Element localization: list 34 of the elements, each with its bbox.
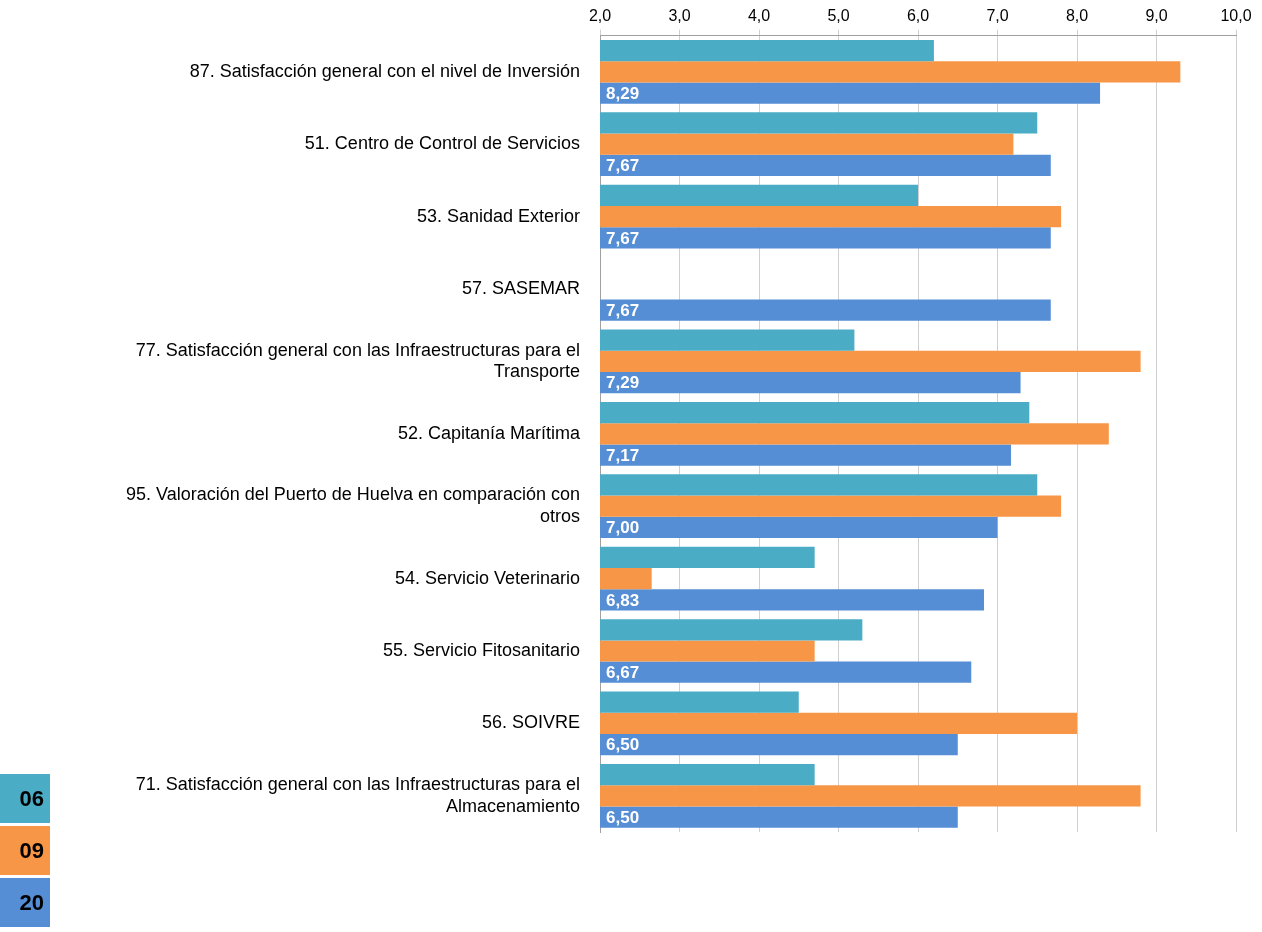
data-label: 8,29 (606, 83, 640, 103)
data-label: 6,67 (606, 662, 640, 682)
x-tick-label: 4,0 (747, 7, 771, 25)
data-label: 7,67 (606, 156, 640, 176)
y-tick-label: 71. Satisfacción general con las Infraestructuras para el Almacenamiento (135, 773, 580, 816)
data-label: 6,50 (606, 735, 640, 755)
x-tick-label: 2,0 (588, 7, 612, 25)
x-tick-label: 9,0 (1145, 7, 1168, 25)
data-label: 7,67 (606, 300, 640, 320)
x-tick-label: 6,0 (906, 7, 930, 25)
text: 09 (0, 826, 50, 875)
y-tick-label: 53. Sanidad Exterior (416, 205, 580, 226)
x-tick-label: 10,0 (1220, 7, 1252, 25)
x-tick-label: 7,0 (986, 7, 1009, 25)
x-tick-label: 8,0 (1065, 7, 1089, 25)
x-tick-label: 5,0 (827, 7, 850, 25)
data-label: 7,17 (606, 445, 640, 465)
y-tick-label: 56. SOIVRE (481, 712, 580, 733)
data-label: 6,83 (606, 590, 640, 610)
y-tick-label: 95. Valoración del Puerto de Huelva en comparación con otros (126, 484, 580, 526)
y-tick-label: 77. Satisfacción general con las Infraestructuras para el Transporte (135, 339, 580, 382)
data-label: 6,50 (606, 807, 640, 827)
y-tick-label: 57. SASEMAR (461, 277, 580, 298)
data-label: 7,29 (606, 373, 640, 393)
x-tick-label: 3,0 (668, 7, 691, 25)
y-tick-label: 87. Satisfacción general con el nivel de Inversión (189, 60, 580, 81)
y-tick-label: 51. Centro de Control de Servicios (304, 133, 580, 154)
y-tick-label: 55. Servicio Fitosanitario (382, 639, 580, 660)
data-label: 7,00 (606, 518, 640, 538)
text: 20 (0, 878, 50, 927)
data-label: 7,67 (606, 228, 640, 248)
y-tick-label: 54. Servicio Veterinario (394, 567, 580, 588)
y-tick-label: 52. Capitanía Marítima (397, 422, 581, 443)
text: 06 (0, 774, 50, 823)
